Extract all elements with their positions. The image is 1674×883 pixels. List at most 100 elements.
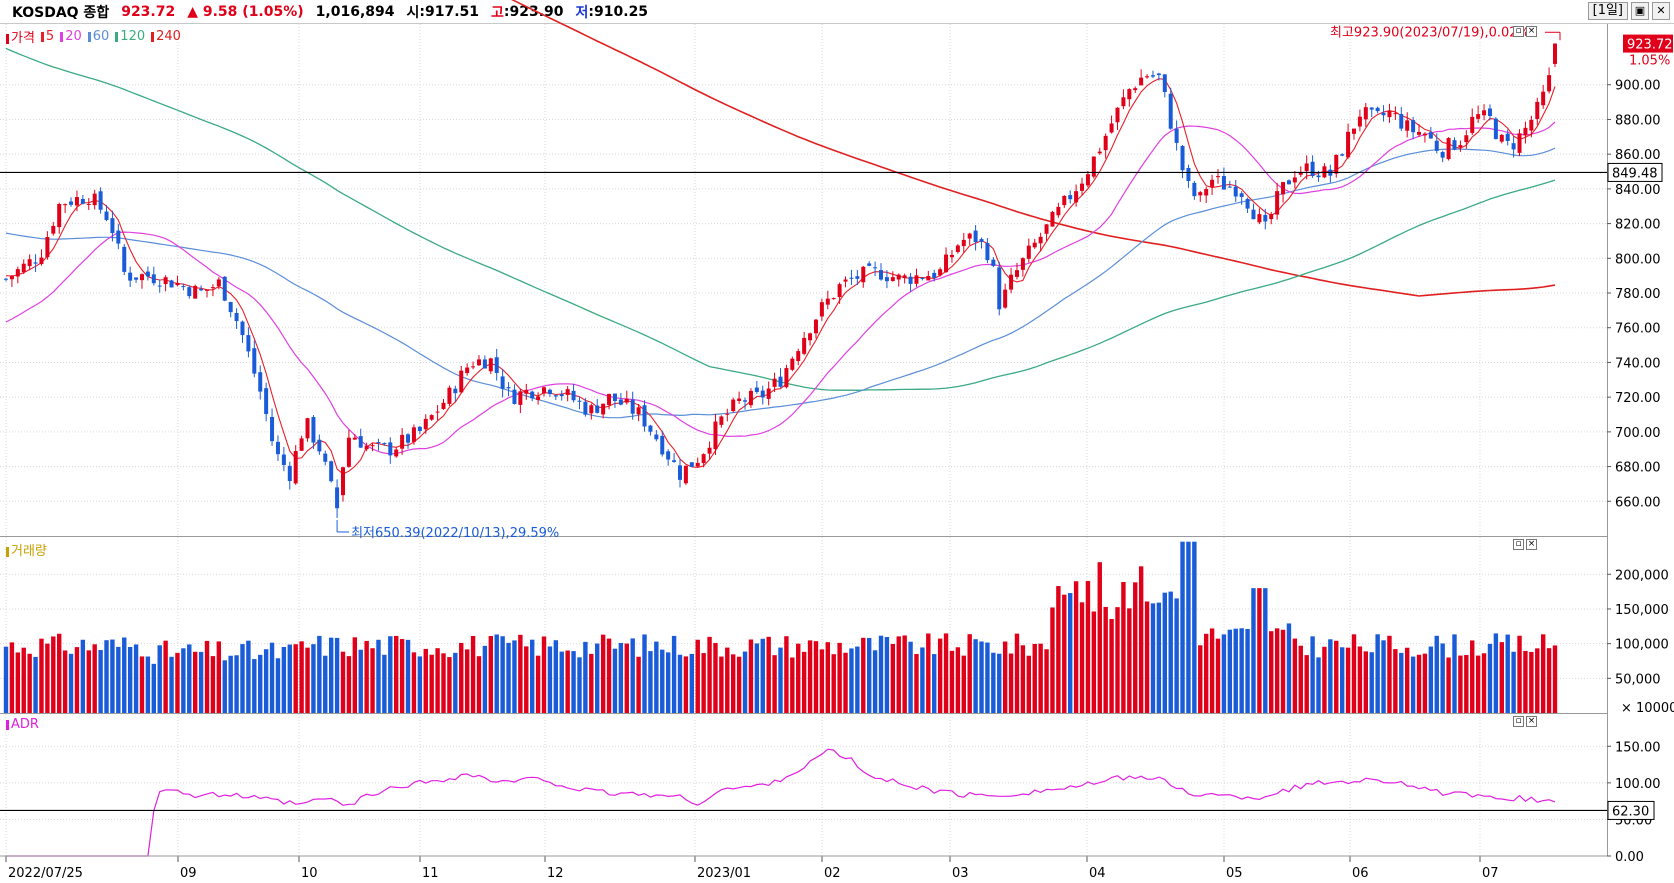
volume-bar (991, 652, 996, 713)
adr-close-icon[interactable]: × (1526, 716, 1537, 727)
adr-restore-icon[interactable]: ▫ (1513, 716, 1524, 727)
candle-body (790, 358, 795, 370)
volume-tick-label: 200,000 (1615, 568, 1669, 583)
close-icon[interactable]: ✕ (1652, 2, 1670, 20)
candle-body (1511, 143, 1516, 150)
volume-tick-label: 100,000 (1615, 638, 1669, 653)
candle-body (435, 411, 440, 413)
volume-bar (1511, 651, 1516, 713)
candle-body (1180, 145, 1185, 171)
candle-body (1493, 118, 1498, 140)
ma20-line (5, 121, 1556, 455)
candle-body (1044, 224, 1049, 234)
candle-body (57, 204, 62, 228)
candle-body (317, 439, 322, 452)
volume-bar (1002, 641, 1008, 713)
volume-bar (1168, 591, 1173, 713)
volume-bar (334, 637, 340, 713)
volume-bar (1263, 588, 1268, 713)
volume-bar (736, 656, 742, 713)
candle-body (1381, 112, 1386, 116)
price-panel[interactable]: 가격 5 20 60 120 240 ▫ × (0, 24, 1608, 536)
volume-bar (388, 636, 393, 713)
adr-tick-label: 0.00 (1615, 850, 1644, 865)
volume-bar (169, 656, 174, 713)
volume-bar (1079, 602, 1085, 713)
volume-bar (51, 636, 56, 713)
volume-bar (1186, 541, 1191, 713)
candle-body (1476, 114, 1481, 119)
volume-bar (157, 645, 162, 713)
volume-bar (1203, 633, 1209, 713)
candle-body (246, 335, 251, 352)
volume-bar (813, 641, 819, 713)
legend-ma240[interactable]: 240 (151, 29, 181, 44)
volume-bar (1410, 656, 1416, 713)
volume-bar (1540, 634, 1546, 713)
volume-bar (1399, 652, 1404, 713)
candle-body (329, 461, 334, 482)
legend-ma5[interactable]: 5 (40, 29, 54, 44)
volume-bar (252, 659, 257, 713)
candle-body (98, 191, 103, 210)
adr-panel-controls: ▫ × (1513, 716, 1537, 727)
candle-body (264, 388, 269, 415)
volume-bar (447, 657, 452, 713)
restore-icon[interactable]: ▣ (1631, 2, 1649, 20)
volume-bar (429, 654, 434, 713)
adr-panel[interactable]: ADR ▫ × (0, 713, 1608, 856)
volume-bar (110, 639, 115, 713)
price-tick-label: 660.00 (1615, 495, 1661, 510)
volume-bar (1044, 649, 1049, 713)
candle-body (967, 233, 972, 239)
volume-bar (370, 648, 375, 713)
volume-bar (74, 647, 80, 713)
volume-bar (926, 633, 931, 713)
volume-bar (86, 650, 91, 713)
legend-ma20[interactable]: 20 (60, 29, 82, 44)
price-tick-label: 900.00 (1615, 79, 1661, 94)
volume-bar (210, 656, 216, 713)
candle-body (973, 230, 978, 243)
candle-body (796, 351, 801, 362)
volume-bar (1393, 649, 1398, 713)
volume-bar (1369, 652, 1374, 713)
volume-close-icon[interactable]: × (1526, 539, 1537, 550)
candle-body (394, 449, 399, 457)
panel-restore-icon[interactable]: ▫ (1513, 26, 1524, 37)
candle-body (1316, 175, 1321, 178)
volume-restore-icon[interactable]: ▫ (1513, 539, 1524, 550)
low-price: :910.25 (588, 3, 649, 20)
adr-series-line (6, 748, 1556, 857)
legend-adr[interactable]: ADR (6, 717, 39, 732)
candle-body (74, 197, 79, 206)
volume-panel[interactable]: 거래량 ▫ × (0, 536, 1608, 713)
legend-volume[interactable]: 거래량 (6, 540, 47, 559)
volume-bar (21, 647, 26, 713)
candle-body (459, 370, 464, 393)
candle-body (1440, 152, 1445, 158)
candle-body (707, 447, 712, 454)
legend-ma120-label: 120 (120, 29, 146, 44)
candle-body (1399, 113, 1404, 129)
candle-body (571, 390, 576, 401)
panel-close-icon[interactable]: × (1526, 26, 1537, 37)
volume-bar (68, 653, 74, 713)
candle-body (1281, 182, 1286, 195)
volume-bar (1416, 654, 1422, 713)
candle-body (128, 272, 133, 281)
volume-bar (1215, 638, 1221, 713)
candle-body (1363, 107, 1368, 120)
volume-bar (287, 644, 292, 713)
period-button[interactable]: [1일] (1587, 2, 1628, 20)
candle-body (1068, 195, 1073, 200)
legend-price[interactable]: 가격 (6, 27, 35, 46)
legend-ma120[interactable]: 120 (115, 29, 145, 44)
volume-bar (1257, 588, 1262, 713)
volume-bar (1505, 634, 1510, 713)
legend-ma60[interactable]: 60 (87, 29, 109, 44)
volume-bar (1062, 594, 1067, 713)
candle-body (411, 427, 416, 442)
candle-body (500, 376, 505, 389)
